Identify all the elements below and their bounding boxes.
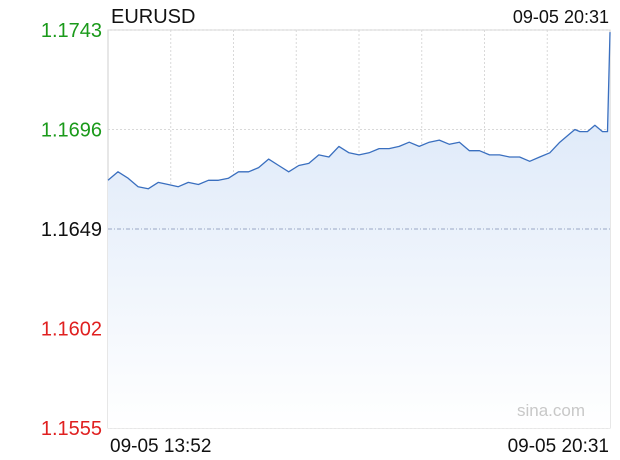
y-axis-labels: 1.1743 1.1696 1.1649 1.1602 1.1555 <box>41 20 102 440</box>
y-tick-label: 1.1602 <box>41 319 102 341</box>
x-tick-label: 09-05 13:52 <box>110 436 211 457</box>
last-update-time: 09-05 20:31 <box>513 7 609 27</box>
watermark: sina.com <box>517 401 585 420</box>
price-line <box>107 32 611 190</box>
price-series <box>107 32 611 190</box>
y-tick-label: 1.1555 <box>41 418 102 440</box>
x-axis-labels: 09-05 13:52 09-05 20:31 <box>110 436 609 457</box>
y-tick-label: 1.1649 <box>41 219 102 241</box>
y-tick-label: 1.1696 <box>41 120 102 142</box>
y-tick-label: 1.1743 <box>41 20 102 42</box>
chart-title: EURUSD <box>111 6 195 28</box>
x-tick-label: 09-05 20:31 <box>508 436 609 457</box>
price-area-fill <box>108 32 610 428</box>
price-area <box>108 32 610 428</box>
